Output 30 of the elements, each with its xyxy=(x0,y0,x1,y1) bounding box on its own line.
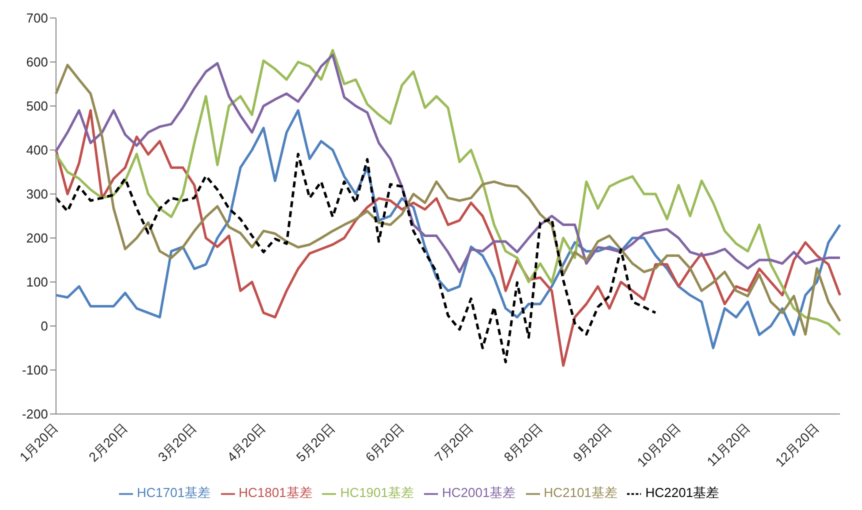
y-tick-label: -100 xyxy=(22,362,48,378)
y-tick-label: 200 xyxy=(26,230,48,246)
y-tick-label: 500 xyxy=(26,98,48,114)
x-tick-label: 4月20日 xyxy=(224,420,268,465)
x-tick-label: 12月20日 xyxy=(772,420,822,470)
x-tick-label: 1月20日 xyxy=(16,420,61,465)
y-tick-label: 400 xyxy=(26,142,48,158)
y-tick-label: 300 xyxy=(26,186,48,202)
x-tick-label: 5月20日 xyxy=(293,420,338,465)
legend-label: HC2101基差 xyxy=(544,485,618,500)
legend-label: HC1701基差 xyxy=(136,485,211,500)
y-tick-label: 0 xyxy=(40,318,48,334)
line-series xyxy=(54,54,842,274)
x-tick-label: 10月20日 xyxy=(634,420,684,470)
x-tick-label: 3月20日 xyxy=(154,420,200,465)
y-tick-label: 600 xyxy=(26,54,48,70)
line-series xyxy=(54,152,657,364)
legend-label: HC1901基差 xyxy=(340,485,414,500)
x-tick-label: 2月20日 xyxy=(86,420,130,465)
x-tick-label: 8月20日 xyxy=(500,420,546,465)
y-tick-label: 700 xyxy=(26,10,48,26)
legend-label: HC2001基差 xyxy=(442,485,516,500)
x-tick-label: 6月20日 xyxy=(362,420,407,465)
x-tick-label: 7月20日 xyxy=(432,420,476,465)
y-tick-label: 100 xyxy=(26,274,48,290)
legend-label: HC1801基差 xyxy=(238,485,312,500)
x-tick-label: 11月20日 xyxy=(704,420,753,470)
legend-label: HC2201基差 xyxy=(645,485,720,500)
y-tick-label: -200 xyxy=(22,406,48,422)
x-tick-label: 9月20日 xyxy=(570,420,614,465)
